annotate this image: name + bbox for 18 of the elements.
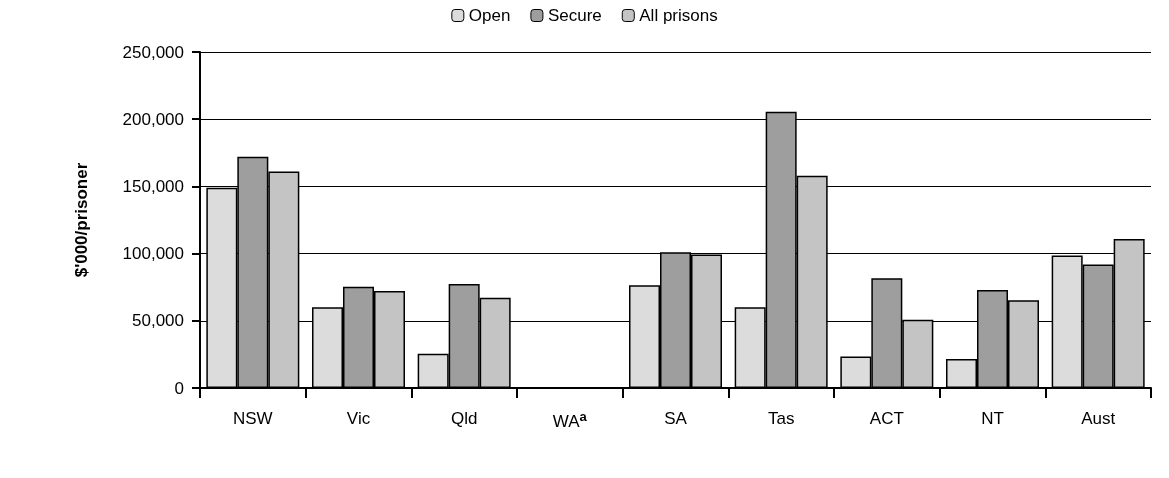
x-tick-label: Aust [1081,409,1116,428]
legend-label: Secure [547,6,602,25]
y-tick-label: 50,000 [132,311,184,331]
x-tick-label: NT [981,409,1004,428]
y-tick-label: 250,000 [122,42,184,62]
y-tick-label: 150,000 [122,176,184,196]
legend-label: Open [468,6,511,25]
x-tick-label: Tas [767,409,795,428]
y-axis-title: $'000/prisoner [72,162,91,278]
legend-label: All prisons [639,6,718,25]
x-tick-label: ACT [869,409,904,428]
x-tick-label: Qld [450,409,478,428]
x-tick-label: SA [664,409,688,428]
y-tick-label: 200,000 [122,109,184,129]
x-tick-label: NSW [233,409,273,428]
y-tick-label: 0 [174,378,184,398]
y-tick-label: 100,000 [122,244,184,264]
x-tick-label: Vic [346,409,371,428]
